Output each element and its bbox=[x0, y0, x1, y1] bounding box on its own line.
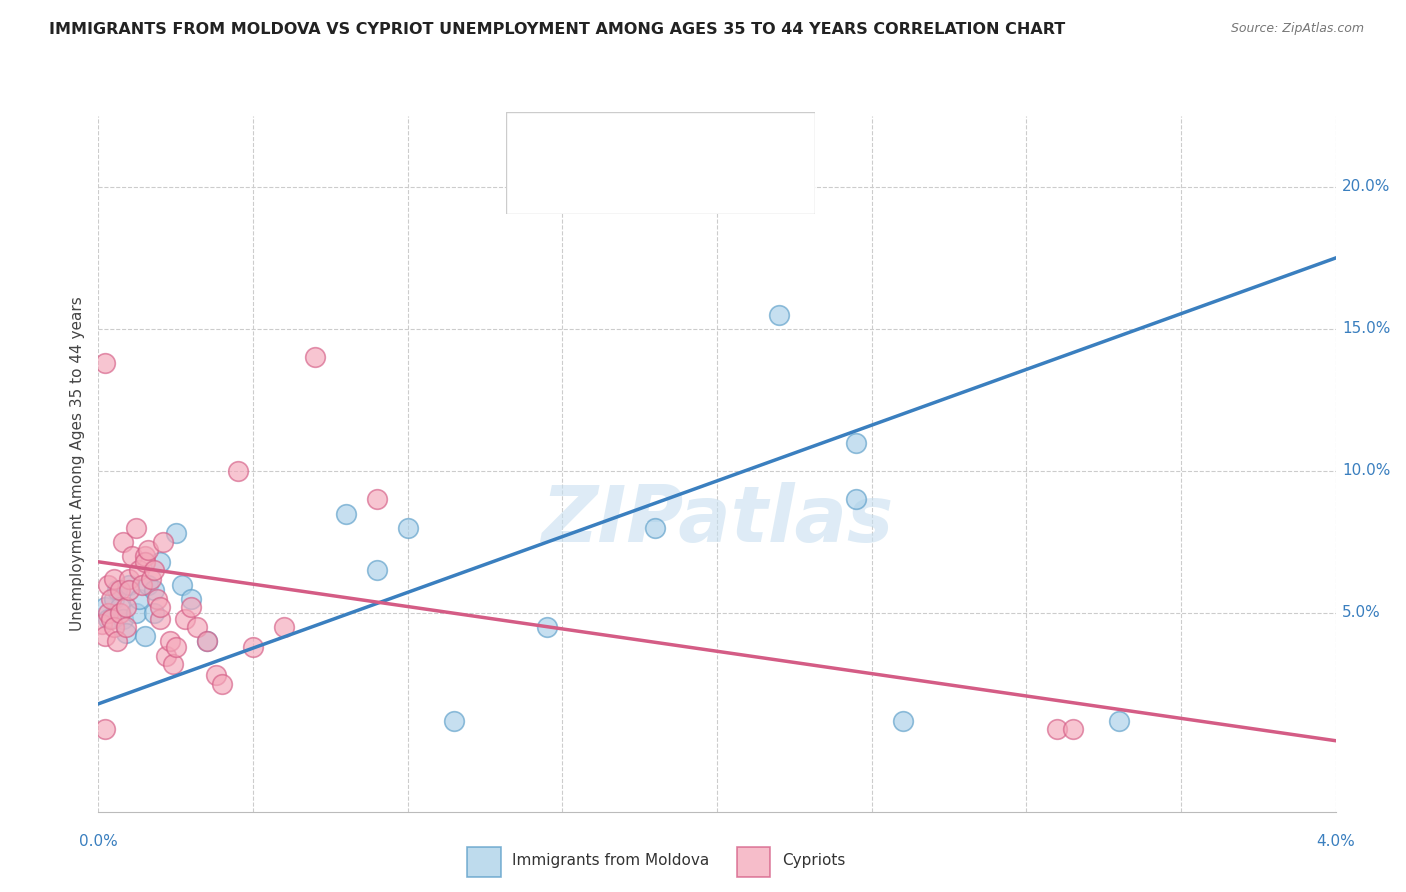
Point bbox=[128, 591, 150, 606]
Point bbox=[105, 583, 128, 598]
Point bbox=[108, 606, 131, 620]
Point bbox=[165, 640, 187, 654]
Text: 0.0%: 0.0% bbox=[79, 834, 118, 849]
FancyBboxPatch shape bbox=[516, 168, 558, 204]
Text: 15.0%: 15.0% bbox=[1341, 321, 1391, 336]
Point bbox=[165, 526, 187, 541]
Point bbox=[143, 606, 166, 620]
Point bbox=[115, 625, 138, 640]
Point bbox=[242, 640, 264, 654]
Point bbox=[121, 549, 143, 563]
Point bbox=[100, 612, 122, 626]
Point bbox=[124, 521, 146, 535]
Text: 4.0%: 4.0% bbox=[1316, 834, 1355, 849]
Point bbox=[146, 591, 169, 606]
Point bbox=[304, 351, 326, 365]
Point bbox=[644, 521, 666, 535]
Point bbox=[139, 572, 162, 586]
Point bbox=[103, 620, 125, 634]
Point bbox=[891, 714, 914, 728]
FancyBboxPatch shape bbox=[467, 847, 501, 877]
Point bbox=[115, 620, 138, 634]
Point bbox=[134, 555, 156, 569]
Text: R =  0.728   N = 30: R = 0.728 N = 30 bbox=[568, 128, 768, 146]
Point bbox=[103, 591, 125, 606]
Text: Cypriots: Cypriots bbox=[782, 854, 845, 868]
Point bbox=[366, 492, 388, 507]
Point bbox=[396, 521, 419, 535]
Point bbox=[143, 563, 166, 577]
Point bbox=[118, 572, 141, 586]
Point bbox=[1062, 723, 1084, 737]
Point bbox=[273, 620, 295, 634]
Point bbox=[335, 507, 357, 521]
Text: ZIPatlas: ZIPatlas bbox=[541, 482, 893, 558]
Point bbox=[112, 535, 135, 549]
Text: 5.0%: 5.0% bbox=[1341, 606, 1381, 621]
Point bbox=[136, 543, 159, 558]
Point bbox=[143, 583, 166, 598]
Point bbox=[162, 657, 184, 671]
Point bbox=[118, 583, 141, 598]
Point bbox=[159, 634, 181, 648]
Point bbox=[93, 600, 115, 615]
Point bbox=[103, 572, 125, 586]
Point bbox=[845, 435, 868, 450]
Point bbox=[134, 549, 156, 563]
Point bbox=[112, 612, 135, 626]
Text: R = -0.334   N = 48: R = -0.334 N = 48 bbox=[568, 177, 768, 194]
Text: IMMIGRANTS FROM MOLDOVA VS CYPRIOT UNEMPLOYMENT AMONG AGES 35 TO 44 YEARS CORREL: IMMIGRANTS FROM MOLDOVA VS CYPRIOT UNEMP… bbox=[49, 22, 1066, 37]
Point bbox=[186, 620, 208, 634]
Point bbox=[97, 606, 120, 620]
Point bbox=[205, 668, 228, 682]
Point bbox=[149, 555, 172, 569]
Point bbox=[174, 612, 197, 626]
Point bbox=[90, 617, 112, 632]
Point bbox=[443, 714, 465, 728]
Point bbox=[1108, 714, 1130, 728]
Point bbox=[115, 600, 138, 615]
Point bbox=[108, 583, 131, 598]
Point bbox=[536, 620, 558, 634]
Point bbox=[131, 577, 153, 591]
Text: 20.0%: 20.0% bbox=[1341, 179, 1391, 194]
Point bbox=[93, 356, 115, 370]
FancyBboxPatch shape bbox=[516, 120, 558, 155]
Point bbox=[93, 629, 115, 643]
Point bbox=[180, 600, 202, 615]
Point bbox=[170, 577, 193, 591]
FancyBboxPatch shape bbox=[506, 112, 815, 214]
Y-axis label: Unemployment Among Ages 35 to 44 years: Unemployment Among Ages 35 to 44 years bbox=[69, 296, 84, 632]
Point bbox=[128, 563, 150, 577]
Point bbox=[152, 535, 174, 549]
Point bbox=[124, 606, 146, 620]
Point bbox=[134, 629, 156, 643]
Point bbox=[97, 612, 120, 626]
Point bbox=[155, 648, 177, 663]
Point bbox=[118, 577, 141, 591]
Point bbox=[136, 577, 159, 591]
Point bbox=[845, 492, 868, 507]
Point bbox=[149, 612, 172, 626]
Point bbox=[100, 591, 122, 606]
Text: Source: ZipAtlas.com: Source: ZipAtlas.com bbox=[1230, 22, 1364, 36]
Point bbox=[180, 591, 202, 606]
Point bbox=[1046, 723, 1069, 737]
Point bbox=[108, 600, 131, 615]
Point bbox=[211, 677, 233, 691]
Text: 10.0%: 10.0% bbox=[1341, 464, 1391, 478]
Point bbox=[226, 464, 249, 478]
Text: Immigrants from Moldova: Immigrants from Moldova bbox=[512, 854, 709, 868]
Point bbox=[93, 723, 115, 737]
Point bbox=[195, 634, 218, 648]
FancyBboxPatch shape bbox=[737, 847, 770, 877]
Point bbox=[195, 634, 218, 648]
Point bbox=[97, 577, 120, 591]
Point bbox=[105, 634, 128, 648]
Point bbox=[768, 308, 790, 322]
Point bbox=[366, 563, 388, 577]
Point bbox=[149, 600, 172, 615]
